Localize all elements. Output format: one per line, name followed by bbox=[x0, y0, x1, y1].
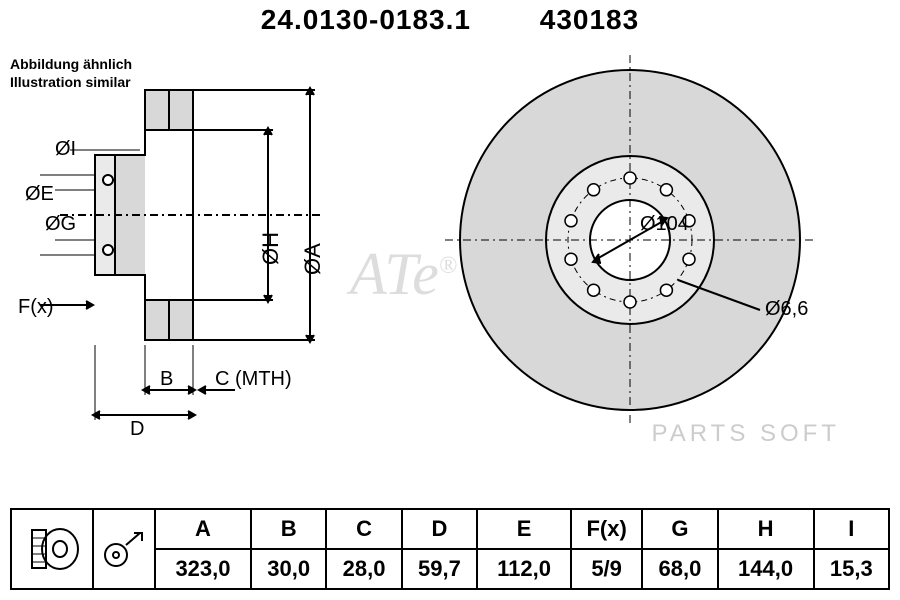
technical-drawing: ØI ØE ØG ØH ØA F(x) B D C (MTH) Ø104 Ø6,… bbox=[0, 55, 900, 455]
col-B: B bbox=[251, 509, 326, 549]
label-oi: ØI bbox=[55, 138, 76, 160]
disc-thumbnail-icon bbox=[22, 526, 82, 572]
col-C: C bbox=[326, 509, 401, 549]
label-small-hole: Ø6,6 bbox=[765, 298, 808, 320]
surface-icon bbox=[102, 527, 146, 571]
label-bcd: Ø104 bbox=[640, 213, 689, 235]
col-Fx: F(x) bbox=[571, 509, 642, 549]
col-E: E bbox=[477, 509, 571, 549]
col-I: I bbox=[814, 509, 889, 549]
col-A: A bbox=[155, 509, 251, 549]
label-fx: F(x) bbox=[18, 296, 54, 318]
col-G: G bbox=[642, 509, 717, 549]
surface-cell bbox=[93, 509, 155, 589]
label-oe: ØE bbox=[25, 183, 54, 205]
val-Fx: 5/9 bbox=[571, 549, 642, 589]
val-A: 323,0 bbox=[155, 549, 251, 589]
thumbnail-cell bbox=[11, 509, 93, 589]
dimension-table: A B C D E F(x) G H I 323,0 30,0 28,0 59,… bbox=[10, 508, 890, 590]
part-number-secondary: 430183 bbox=[540, 4, 639, 35]
val-D: 59,7 bbox=[402, 549, 477, 589]
label-og: ØG bbox=[45, 213, 76, 235]
col-H: H bbox=[718, 509, 814, 549]
part-number-primary: 24.0130-0183.1 bbox=[261, 4, 471, 35]
label-d: D bbox=[130, 418, 144, 440]
label-oh: ØH bbox=[258, 232, 283, 265]
val-B: 30,0 bbox=[251, 549, 326, 589]
val-H: 144,0 bbox=[718, 549, 814, 589]
val-E: 112,0 bbox=[477, 549, 571, 589]
val-I: 15,3 bbox=[814, 549, 889, 589]
label-cmth: C (MTH) bbox=[215, 368, 292, 390]
val-G: 68,0 bbox=[642, 549, 717, 589]
label-b: B bbox=[160, 368, 173, 390]
col-D: D bbox=[402, 509, 477, 549]
header: 24.0130-0183.1 430183 bbox=[0, 0, 900, 40]
label-oa: ØA bbox=[300, 243, 325, 275]
val-C: 28,0 bbox=[326, 549, 401, 589]
